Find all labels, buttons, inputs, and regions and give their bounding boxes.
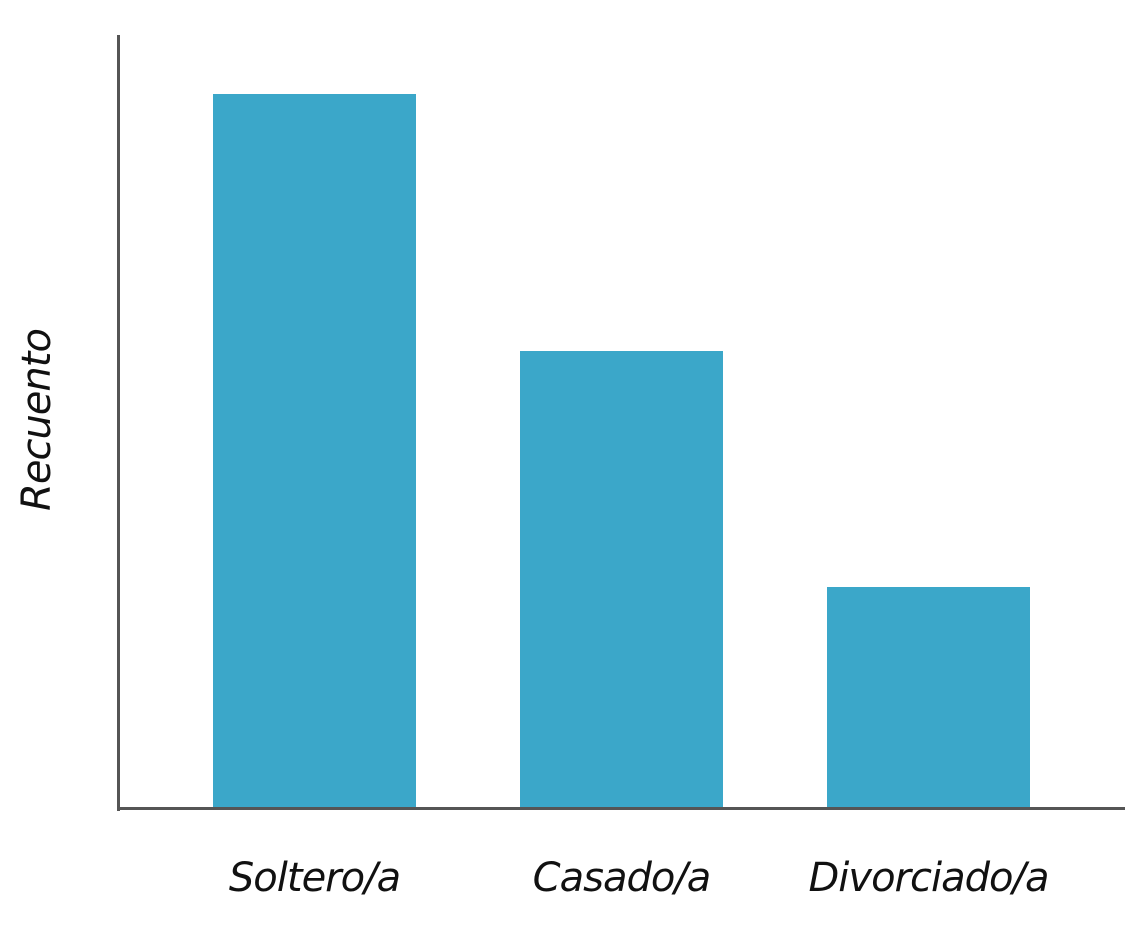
y-axis-label: Recuento xyxy=(14,329,60,511)
bar-divorciado-a xyxy=(827,586,1030,808)
x-tick-label: Soltero/a xyxy=(228,855,401,901)
bar-soltero-a xyxy=(213,94,416,808)
x-tick-label: Casado/a xyxy=(532,855,712,901)
x-tick-label: Divorciado/a xyxy=(808,855,1050,901)
bar-casado-a xyxy=(520,351,723,808)
x-axis-line xyxy=(117,807,1125,810)
y-axis-line xyxy=(117,35,120,811)
